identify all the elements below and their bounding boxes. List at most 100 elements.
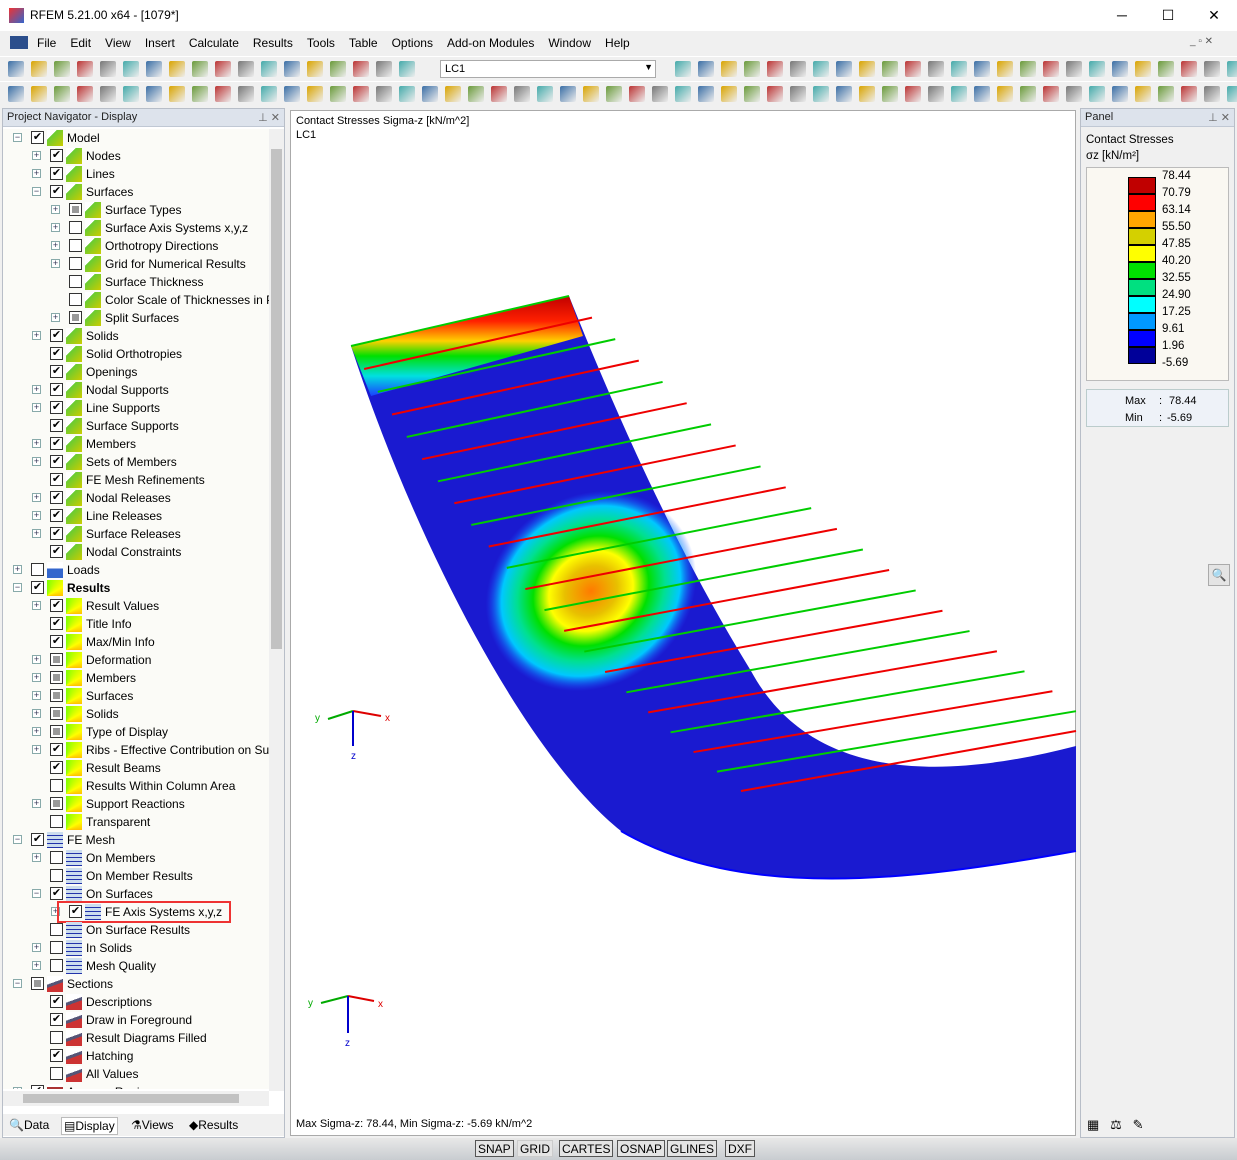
toolbar-button[interactable] <box>859 86 875 102</box>
status-osnap[interactable]: OSNAP <box>617 1140 666 1157</box>
toolbar-button[interactable] <box>100 61 116 77</box>
toolbar-button[interactable] <box>284 86 300 102</box>
checkbox[interactable] <box>50 869 63 882</box>
toolbar-button[interactable] <box>1020 86 1036 102</box>
horizontal-scrollbar[interactable] <box>3 1091 269 1106</box>
checkbox[interactable]: ✔ <box>31 131 44 144</box>
tree-item-surface-thickness[interactable]: Surface Thickness <box>3 273 269 291</box>
menu-insert[interactable]: Insert <box>144 36 175 50</box>
tree-item-results-within-column-area[interactable]: Results Within Column Area <box>3 777 269 795</box>
tree-item-transparent[interactable]: Transparent <box>3 813 269 831</box>
toolbar-button[interactable] <box>169 86 185 102</box>
toolbar-button[interactable] <box>882 86 898 102</box>
checkbox[interactable]: ✔ <box>50 1049 63 1062</box>
expand-icon[interactable]: + <box>51 204 60 214</box>
toolbar-button[interactable] <box>813 86 829 102</box>
toolbar-button[interactable] <box>422 86 438 102</box>
checkbox[interactable]: ✔ <box>50 1013 63 1026</box>
toolbar-button[interactable] <box>951 86 967 102</box>
vertical-scrollbar[interactable] <box>269 129 284 1091</box>
checkbox[interactable]: ✔ <box>50 401 63 414</box>
tree-item-ribs-effective-contribution-on-su[interactable]: + ✔ Ribs - Effective Contribution on Su <box>3 741 269 759</box>
tree-item-split-surfaces[interactable]: + Split Surfaces <box>3 309 269 327</box>
checkbox[interactable] <box>50 923 63 936</box>
expand-icon[interactable]: + <box>32 690 41 700</box>
tree-item-max-min-info[interactable]: ✔ Max/Min Info <box>3 633 269 651</box>
expand-icon[interactable]: + <box>32 402 41 412</box>
checkbox[interactable] <box>50 1067 63 1080</box>
tree-item-all-values[interactable]: All Values <box>3 1065 269 1083</box>
expand-icon[interactable]: + <box>51 222 60 232</box>
status-snap[interactable]: SNAP <box>475 1140 514 1157</box>
toolbar-button[interactable] <box>652 86 668 102</box>
toolbar-button[interactable] <box>997 86 1013 102</box>
toolbar-button[interactable] <box>905 86 921 102</box>
toolbar-button[interactable] <box>54 86 70 102</box>
tree-item-solid-orthotropies[interactable]: ✔ Solid Orthotropies <box>3 345 269 363</box>
toolbar-button[interactable] <box>767 86 783 102</box>
scroll-thumb[interactable] <box>271 149 282 649</box>
status-dxf[interactable]: DXF <box>725 1140 755 1157</box>
tree-item-nodal-supports[interactable]: + ✔ Nodal Supports <box>3 381 269 399</box>
menu-results[interactable]: Results <box>252 36 293 50</box>
tab-data[interactable]: 🔍Data <box>9 1118 50 1132</box>
tree-item-mesh-quality[interactable]: + Mesh Quality <box>3 957 269 975</box>
expand-icon[interactable]: + <box>32 438 41 448</box>
tree-item-lines[interactable]: + ✔ Lines <box>3 165 269 183</box>
tree-item-on-members[interactable]: + On Members <box>3 849 269 867</box>
tree-item-loads[interactable]: + Loads <box>3 561 269 579</box>
toolbar-button[interactable] <box>951 61 967 77</box>
checkbox[interactable]: ✔ <box>50 761 63 774</box>
tree-item-hatching[interactable]: ✔ Hatching <box>3 1047 269 1065</box>
toolbar-button[interactable] <box>1112 61 1128 77</box>
toolbar-button[interactable] <box>238 86 254 102</box>
toolbar-button[interactable] <box>928 61 944 77</box>
toolbar-button[interactable] <box>675 61 691 77</box>
checkbox[interactable] <box>50 797 63 810</box>
toolbar-button[interactable] <box>836 86 852 102</box>
tree-item-solids[interactable]: + Solids <box>3 705 269 723</box>
tree-item-average-regions[interactable]: + ✔ Average Regions <box>3 1083 269 1089</box>
checkbox[interactable]: ✔ <box>50 617 63 630</box>
zoom-icon[interactable]: 🔍 <box>1208 564 1230 586</box>
checkbox[interactable] <box>69 203 82 216</box>
toolbar-button[interactable] <box>698 61 714 77</box>
tree-item-model[interactable]: − ✔ Model <box>3 129 269 147</box>
toolbar-button[interactable] <box>629 86 645 102</box>
close-button[interactable]: ✕ <box>1208 7 1220 23</box>
toolbar-button[interactable] <box>859 61 875 77</box>
toolbar-button[interactable] <box>1227 61 1237 77</box>
toolbar-button[interactable] <box>928 86 944 102</box>
toolbar-button[interactable] <box>1181 86 1197 102</box>
toolbar-button[interactable] <box>905 61 921 77</box>
collapse-icon[interactable]: − <box>13 834 22 844</box>
pin-close-icons[interactable]: ⊥ ✕ <box>1208 112 1230 124</box>
tree-item-results[interactable]: − ✔ Results <box>3 579 269 597</box>
toolbar-button[interactable] <box>330 86 346 102</box>
toolbar-button[interactable] <box>31 61 47 77</box>
toolbar-button[interactable] <box>606 86 622 102</box>
tree-item-color-scale-of-thicknesses-in-pa[interactable]: Color Scale of Thicknesses in Pa <box>3 291 269 309</box>
expand-icon[interactable]: + <box>32 150 41 160</box>
checkbox[interactable]: ✔ <box>50 437 63 450</box>
toolbar-button[interactable] <box>790 61 806 77</box>
tree-item-draw-in-foreground[interactable]: ✔ Draw in Foreground <box>3 1011 269 1029</box>
scroll-thumb[interactable] <box>23 1094 239 1103</box>
toolbar-button[interactable] <box>744 61 760 77</box>
toolbar-button[interactable] <box>491 86 507 102</box>
expand-icon[interactable]: + <box>32 852 41 862</box>
expand-icon[interactable]: + <box>32 330 41 340</box>
checkbox[interactable]: ✔ <box>50 527 63 540</box>
checkbox[interactable]: ✔ <box>69 905 82 918</box>
tree-item-on-surface-results[interactable]: On Surface Results <box>3 921 269 939</box>
menu-options[interactable]: Options <box>391 36 433 50</box>
toolbar-button[interactable] <box>974 61 990 77</box>
checkbox[interactable] <box>50 671 63 684</box>
tree-item-deformation[interactable]: + Deformation <box>3 651 269 669</box>
tree-item-openings[interactable]: ✔ Openings <box>3 363 269 381</box>
expand-icon[interactable]: + <box>32 960 41 970</box>
checkbox[interactable] <box>50 851 63 864</box>
toolbar-button[interactable] <box>974 86 990 102</box>
toolbar-button[interactable] <box>77 86 93 102</box>
toolbar-button[interactable] <box>353 61 369 77</box>
